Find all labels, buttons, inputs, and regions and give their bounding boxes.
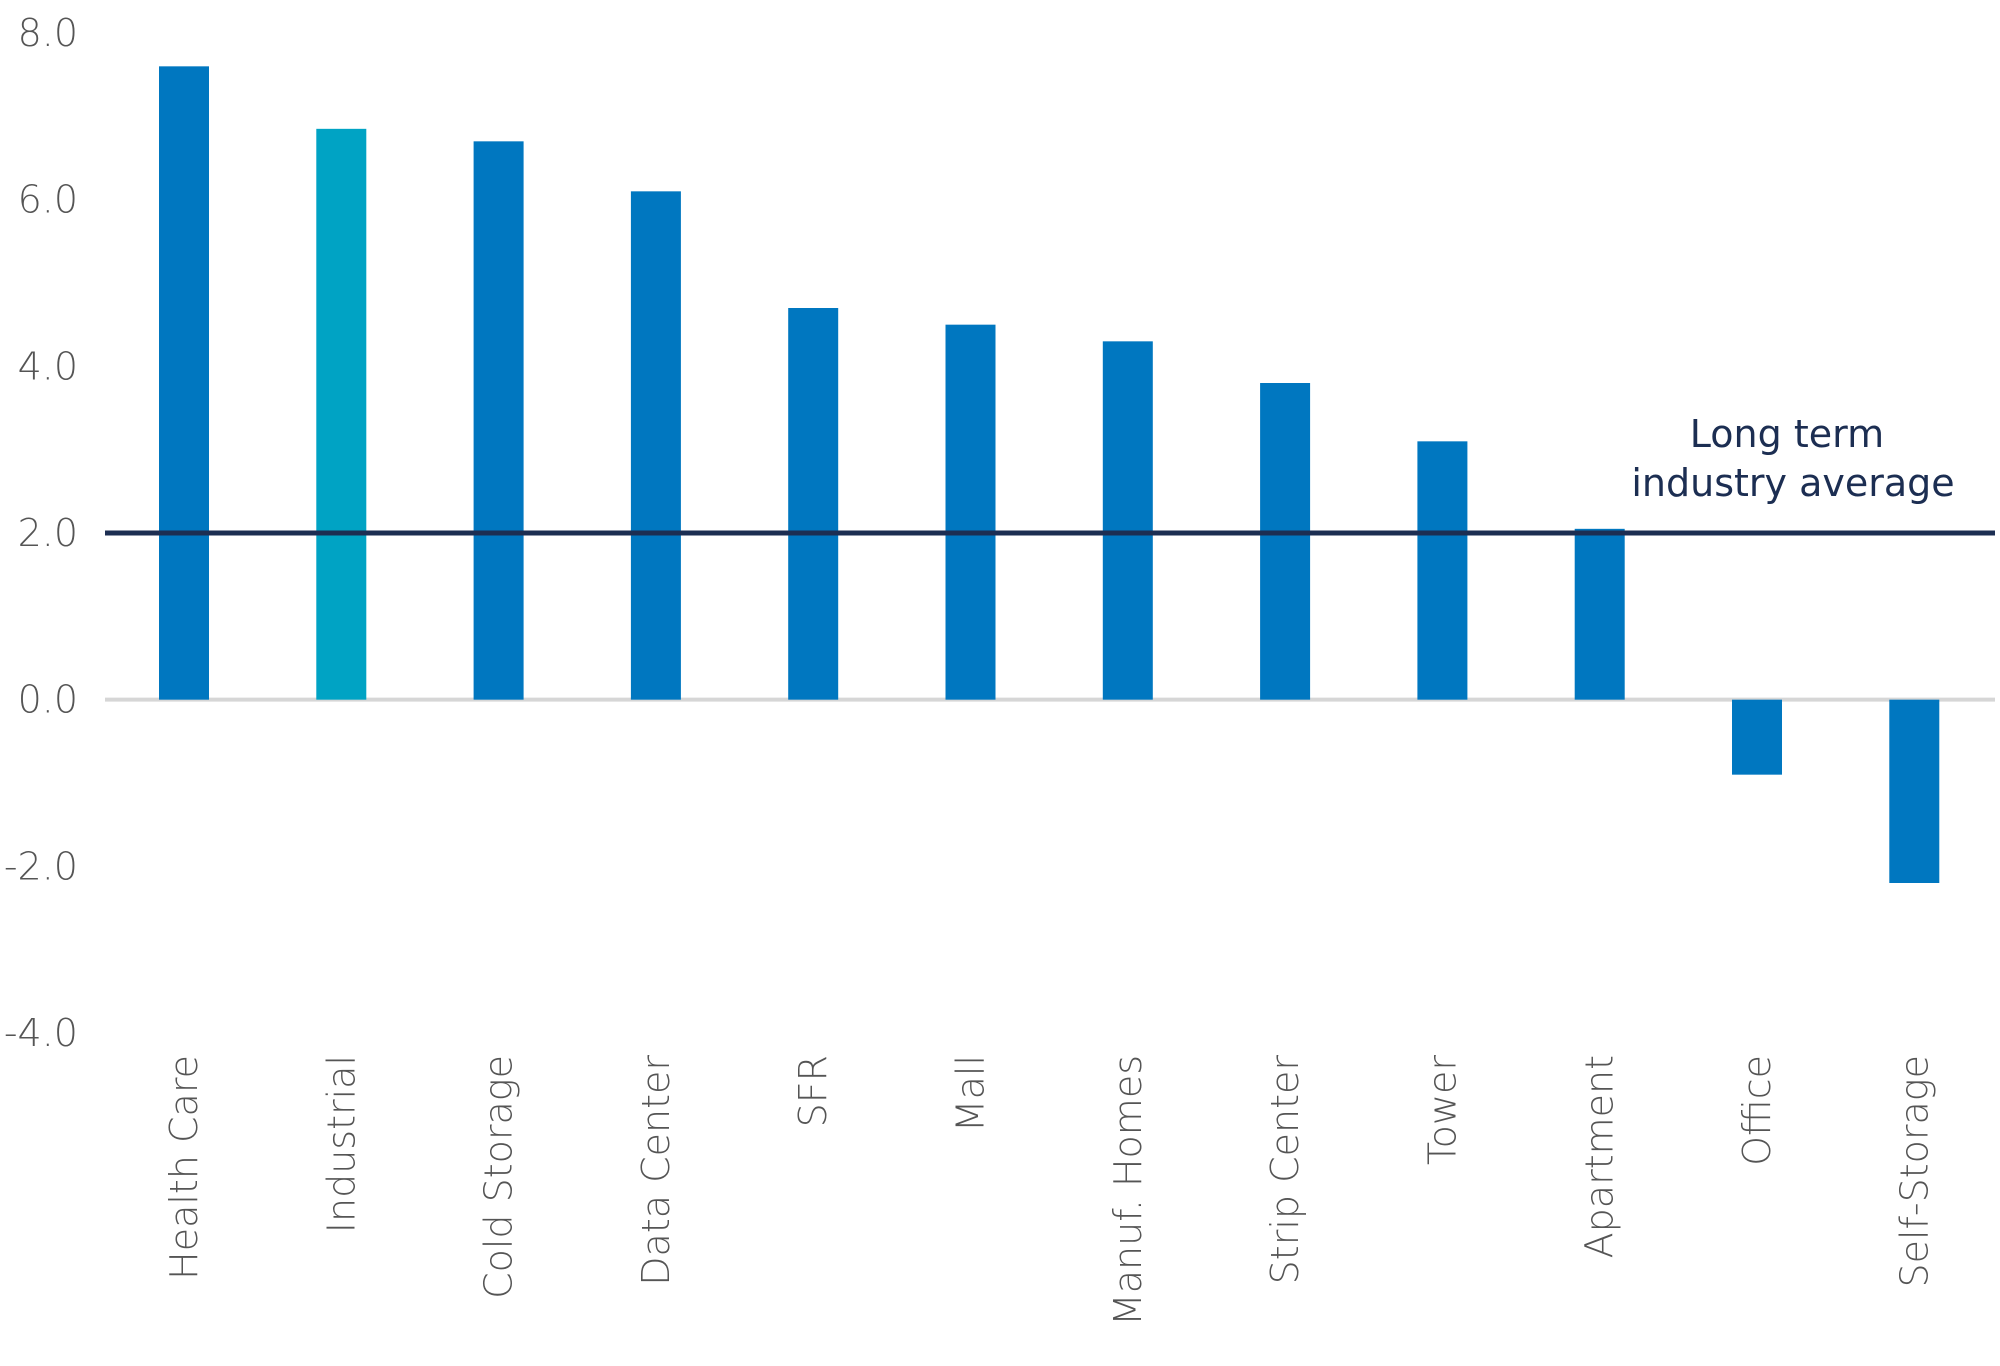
bar-manuf-homes (1102, 341, 1153, 700)
category-label: Industrial (319, 1055, 363, 1233)
bar-industrial (316, 128, 367, 700)
bar-mall (945, 324, 996, 700)
bar-apartment (1574, 528, 1625, 700)
category-label: Tower (1420, 1055, 1464, 1165)
category-label: SFR (791, 1055, 835, 1127)
y-tick-label: -2.0 (4, 844, 78, 888)
y-tick-label: 4.0 (18, 344, 78, 388)
bar-data-center (630, 191, 681, 700)
bars-group (159, 66, 1940, 883)
bar-self-storage (1889, 699, 1940, 883)
long-term-average-label-line-1: Long term (1690, 412, 1884, 456)
bar-tower (1417, 441, 1468, 700)
category-label: Strip Center (1263, 1055, 1307, 1285)
y-tick-label: 2.0 (18, 511, 78, 555)
category-label: Apartment (1578, 1055, 1622, 1258)
bar-health-care (159, 66, 209, 700)
category-label: Office (1735, 1055, 1779, 1166)
y-tick-label: 8.0 (18, 11, 78, 55)
category-label: Cold Storage (477, 1055, 521, 1299)
category-label: Data Center (634, 1055, 678, 1286)
y-tick-label: 6.0 (18, 178, 78, 222)
y-tick-label: 0.0 (18, 678, 78, 722)
y-axis-ticks: 8.0 6.0 4.0 2.0 0.0 -2.0 -4.0 (4, 11, 78, 1055)
long-term-average-label: Long term industry average (1631, 412, 1954, 505)
category-label: Self-Storage (1892, 1055, 1936, 1288)
bar-office (1732, 699, 1782, 775)
bar-strip-center (1260, 383, 1311, 700)
category-label: Health Care (162, 1055, 206, 1280)
y-tick-label: -4.0 (4, 1011, 78, 1055)
category-label: Manuf. Homes (1106, 1055, 1150, 1326)
category-label: Mall (949, 1055, 993, 1132)
long-term-average-label-line-2: industry average (1631, 461, 1954, 505)
bar-cold-storage (473, 141, 524, 700)
bar-sfr (788, 308, 839, 700)
x-axis-category-labels: Health Care Industrial Cold Storage Data Ce… (162, 1055, 1936, 1326)
